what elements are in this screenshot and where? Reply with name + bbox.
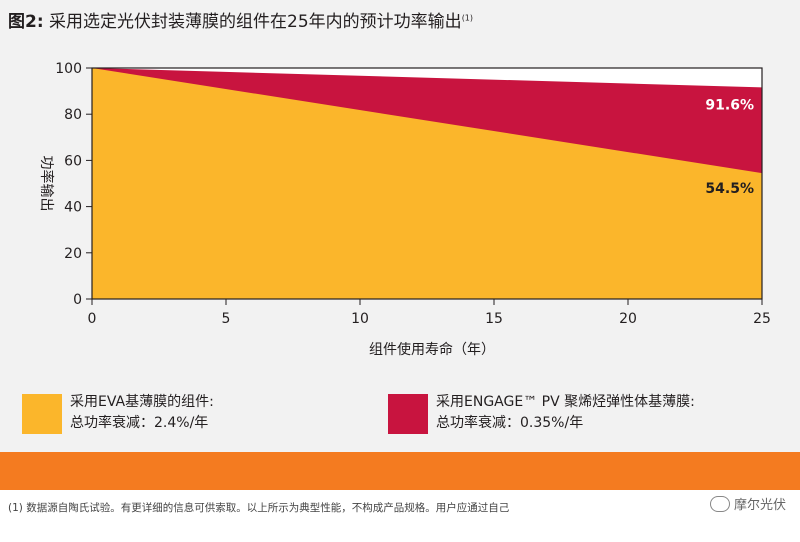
watermark-text: 摩尔光伏: [733, 498, 786, 513]
x-tick-label: 5: [222, 311, 231, 327]
legend-eva-line2: 总功率衰减：2.4%/年: [70, 415, 209, 431]
figure-label: 图2:: [8, 12, 44, 32]
x-tick-label: 10: [351, 311, 369, 327]
y-tick-label: 100: [55, 61, 82, 77]
x-tick-label: 15: [485, 311, 503, 327]
footnote: (1) 数据源自陶氏试验。有更详细的信息可供索取。以上所示为典型性能，不构成产品…: [8, 502, 510, 514]
legend-text-eva: 采用EVA基薄膜的组件: 总功率衰减：2.4%/年: [70, 392, 214, 434]
x-axis-label: 组件使用寿命（年）: [369, 341, 495, 358]
y-axis-label: 功率输出: [38, 156, 55, 212]
legend-swatch-eva: [22, 394, 62, 434]
area-series-2: [92, 68, 762, 299]
y-tick-label: 40: [64, 200, 82, 216]
title-text: 采用选定光伏封装薄膜的组件在25年内的预计功率输出: [49, 12, 462, 32]
legend-text-engage: 采用ENGAGE™ PV 聚烯烃弹性体基薄膜: 总功率衰减：0.35%/年: [436, 392, 695, 434]
plot-frame: [91, 67, 763, 300]
y-tick-label: 0: [73, 292, 82, 308]
watermark: 摩尔光伏: [709, 494, 786, 513]
legend-eva-line1: 采用EVA基薄膜的组件:: [70, 394, 214, 410]
x-tick-label: 20: [619, 311, 637, 327]
wechat-icon: [709, 495, 730, 512]
orange-band: [0, 452, 800, 490]
title-footnote-mark: (1): [461, 13, 474, 23]
x-tick-label: 25: [753, 311, 771, 327]
y-tick-label: 60: [64, 153, 82, 169]
y-tick-label: 20: [64, 246, 82, 262]
legend-engage-line1: 采用ENGAGE™ PV 聚烯烃弹性体基薄膜:: [436, 394, 695, 410]
end-label-eva: 54.5%: [705, 181, 754, 197]
chart-title: 图2: 采用选定光伏封装薄膜的组件在25年内的预计功率输出(1): [8, 7, 473, 32]
end-label-engage: 91.6%: [705, 97, 754, 113]
x-tick-label: 0: [88, 311, 97, 327]
legend-swatch-engage: [388, 394, 428, 434]
y-tick-label: 80: [64, 107, 82, 123]
chart-svg: 0 5 10 15 20 25 0 20 40 60 80 100 组件使用寿命（年） 功率输出 91.…: [38, 61, 771, 358]
title-bar: [0, 0, 800, 32]
legend-engage-line2: 总功率衰减：0.35%/年: [436, 415, 584, 431]
